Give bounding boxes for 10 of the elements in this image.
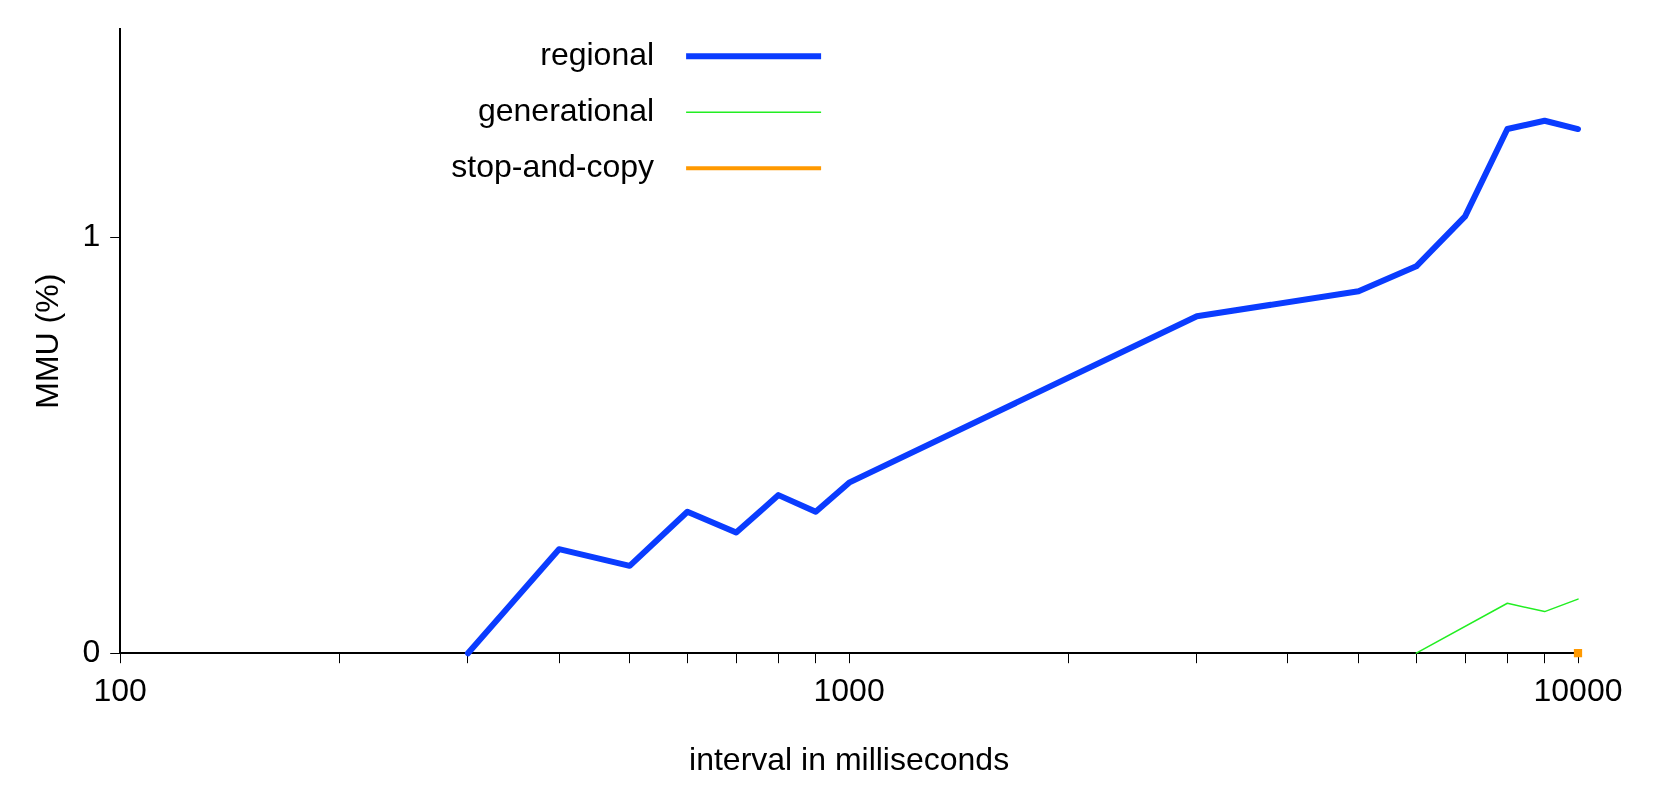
x-axis-title: interval in milliseconds: [689, 740, 1010, 777]
x-tick-label: 1000: [813, 672, 885, 709]
y-tick-label: 1: [82, 217, 101, 254]
legend-label: stop-and-copy: [451, 148, 655, 185]
x-tick-label: 10000: [1533, 672, 1623, 709]
y-axis-title: MMU (%): [29, 273, 66, 409]
x-tick-label: 100: [93, 672, 147, 709]
y-tick-label: 0: [82, 633, 101, 670]
legend-label: regional: [540, 36, 655, 73]
legend-label: generational: [477, 92, 655, 129]
